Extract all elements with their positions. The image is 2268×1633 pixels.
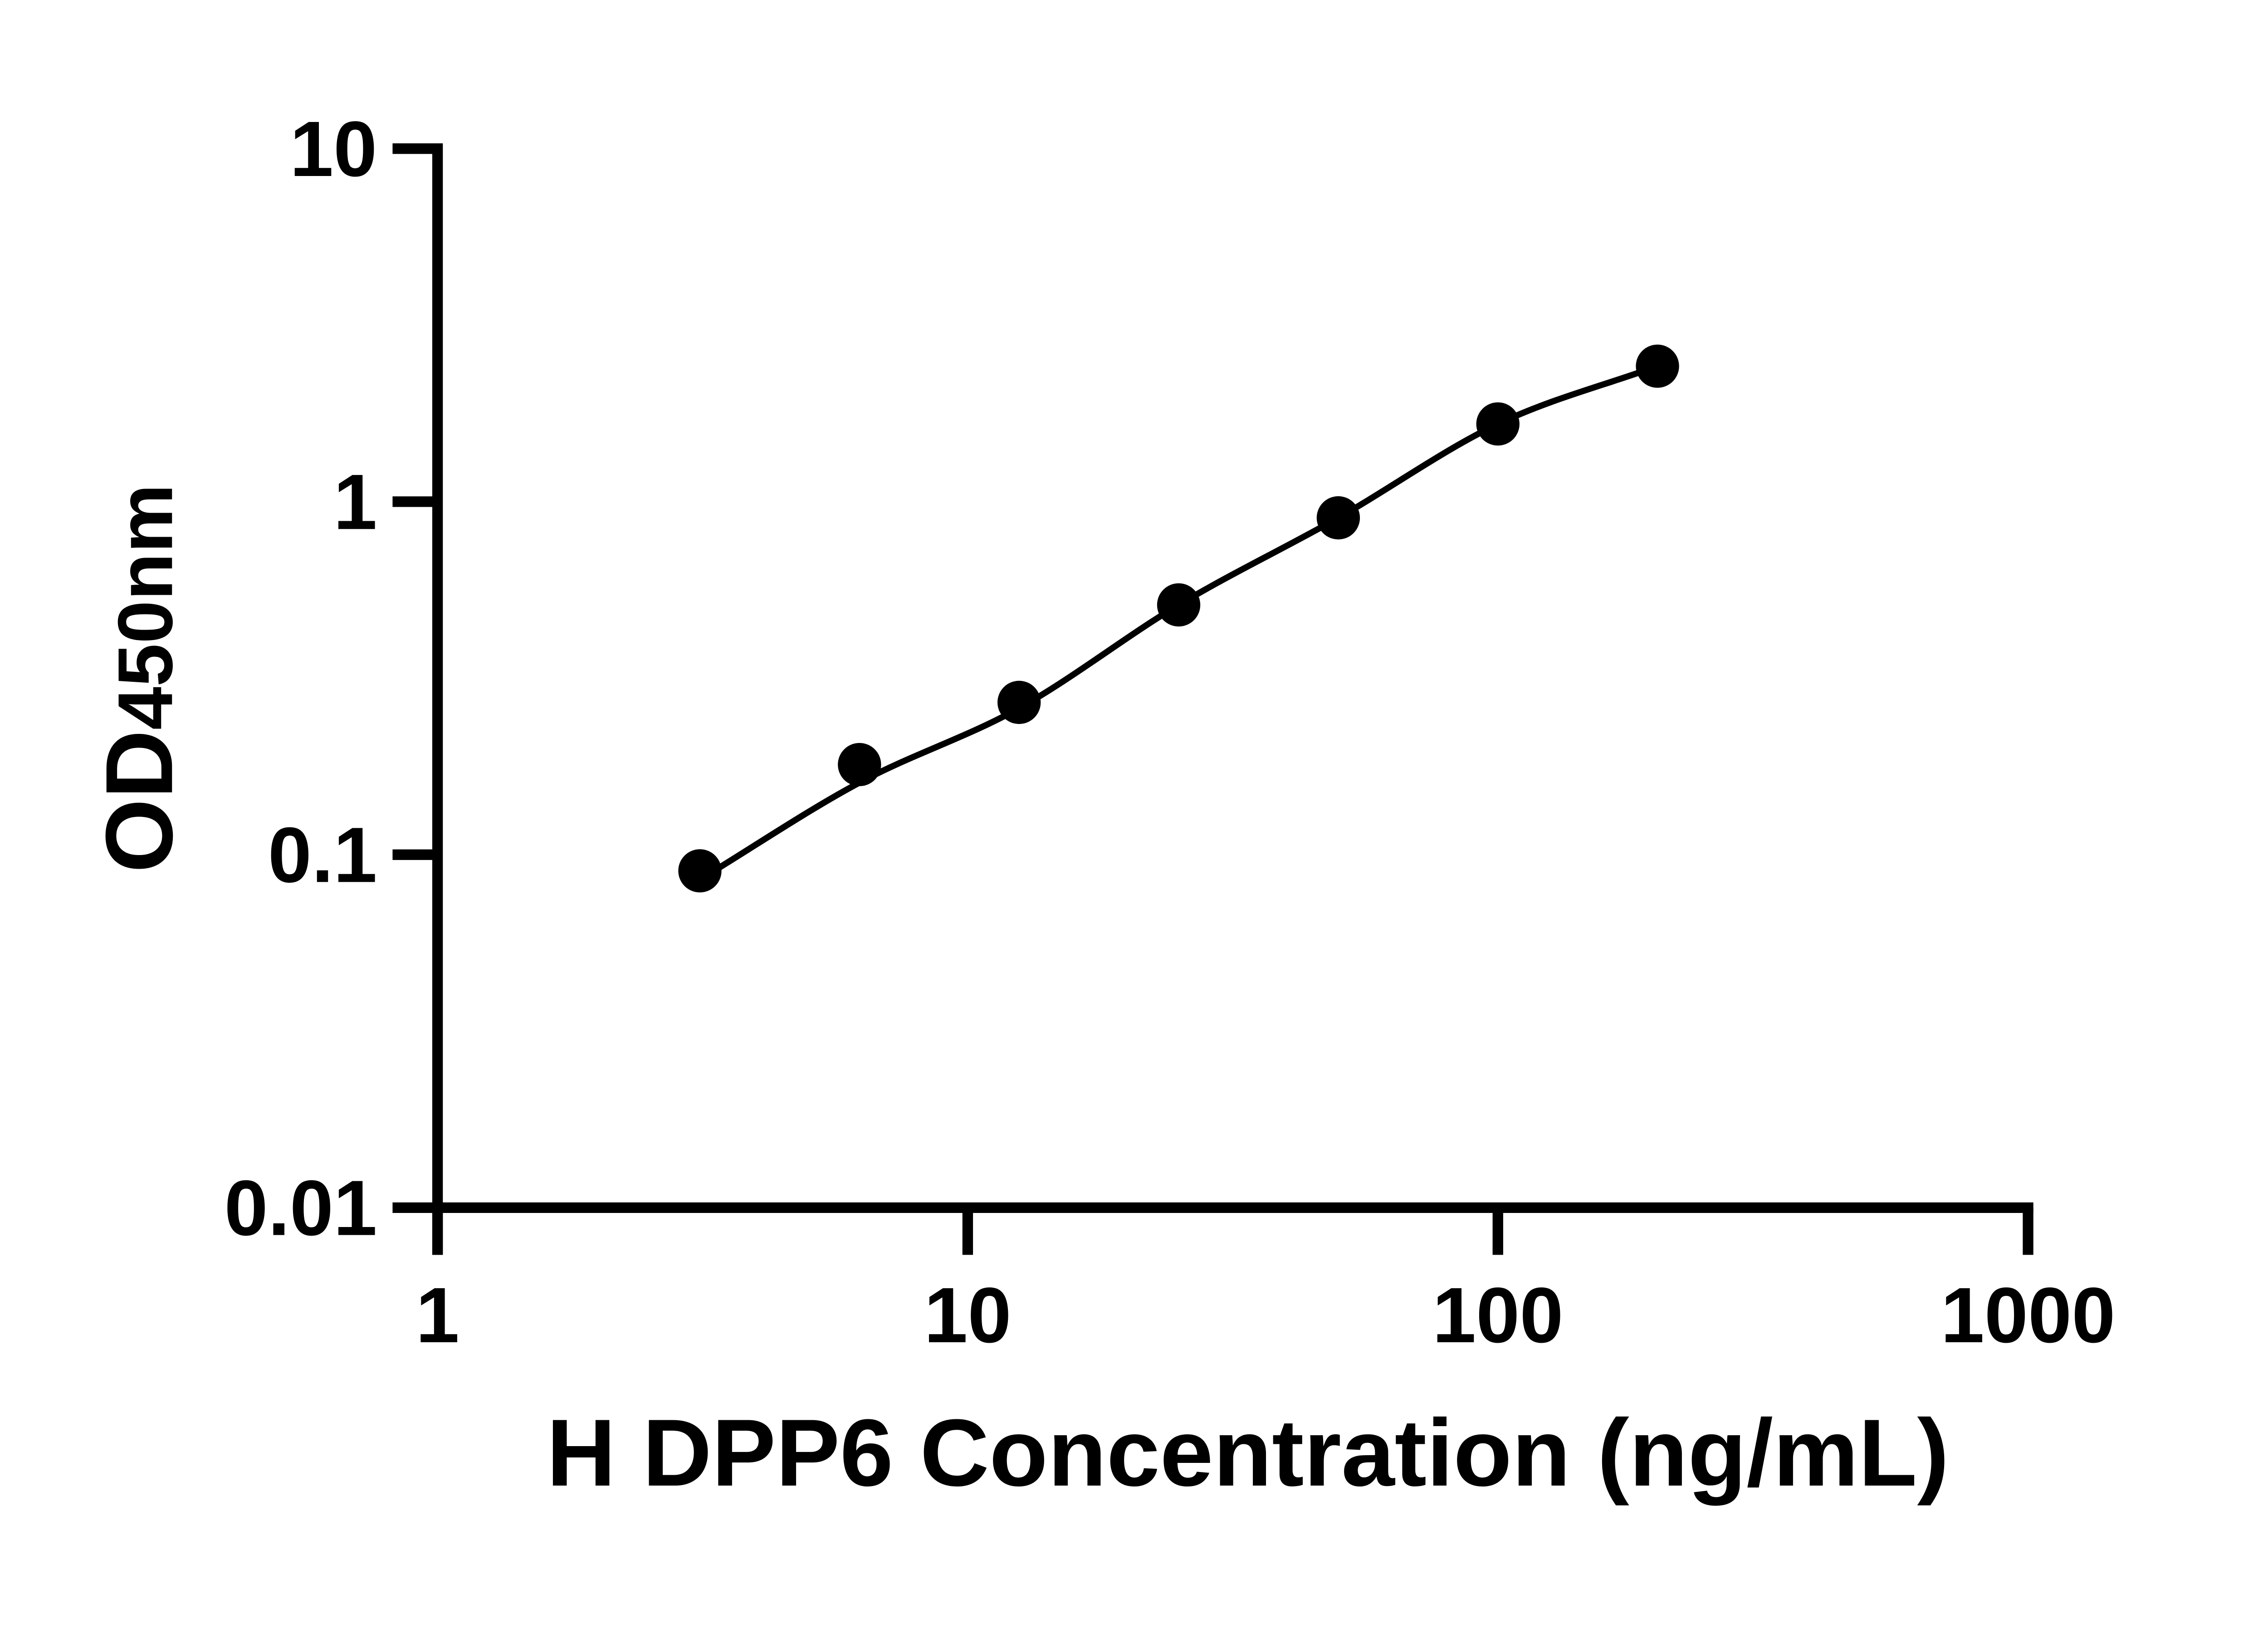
y-tick-label: 10 (290, 105, 377, 193)
x-axis-title: H DPP6 Concentration (ng/mL) (547, 1399, 1949, 1506)
data-point (1316, 496, 1360, 540)
data-point (838, 743, 881, 787)
elisa-standard-curve-figure: 10 1 0.1 0.01 1 10 100 1000 H DPP6 Concentratio… (86, 104, 2116, 1506)
data-point (1157, 583, 1201, 627)
y-tick-label: 0.1 (268, 811, 377, 899)
data-point (997, 680, 1041, 724)
axes (392, 143, 2033, 1255)
y-tick-label: 0.01 (225, 1164, 377, 1252)
y-tick-label: 1 (333, 458, 377, 546)
x-tick-label: 1000 (1941, 1271, 2116, 1359)
data-point (678, 849, 722, 893)
data-points-layer (678, 344, 1679, 893)
x-tick-label: 10 (924, 1271, 1012, 1359)
y-axis-title-sub: 450nm (102, 484, 189, 730)
x-tick-label: 100 (1432, 1271, 1564, 1359)
y-axis-title-main: OD (86, 730, 192, 873)
data-point (1476, 402, 1520, 446)
x-tick-label: 1 (415, 1271, 459, 1359)
chart-canvas: 10 1 0.1 0.01 1 10 100 1000 H DPP6 Concentratio… (86, 104, 2116, 1506)
y-axis-title: OD450nm (86, 484, 192, 873)
tick-labels: 10 1 0.1 0.01 1 10 100 1000 (225, 105, 2116, 1359)
data-point (1636, 344, 1679, 388)
